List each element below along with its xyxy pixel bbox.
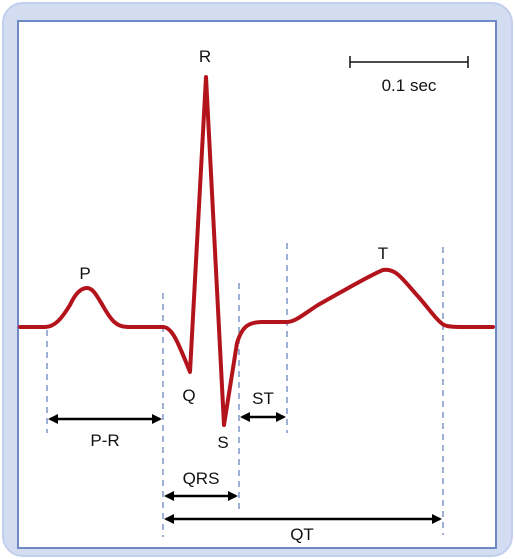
interval-label-st: ST	[252, 389, 274, 408]
wave-label-t: T	[378, 244, 388, 263]
interval-label-qt: QT	[290, 525, 314, 544]
wave-label-p: P	[79, 264, 90, 283]
interval-arrows	[48, 412, 442, 524]
wave-label-q: Q	[182, 386, 195, 405]
interval-label-pr: P-R	[90, 431, 119, 450]
scale-bar-label: 0.1 sec	[382, 76, 437, 95]
ecg-trace	[18, 75, 495, 427]
guide-lines	[46, 243, 444, 537]
wave-label-r: R	[199, 47, 211, 66]
scale-bar	[349, 56, 469, 68]
interval-label-qrs: QRS	[183, 469, 220, 488]
wave-label-s: S	[217, 433, 228, 452]
inner-panel	[17, 20, 497, 549]
